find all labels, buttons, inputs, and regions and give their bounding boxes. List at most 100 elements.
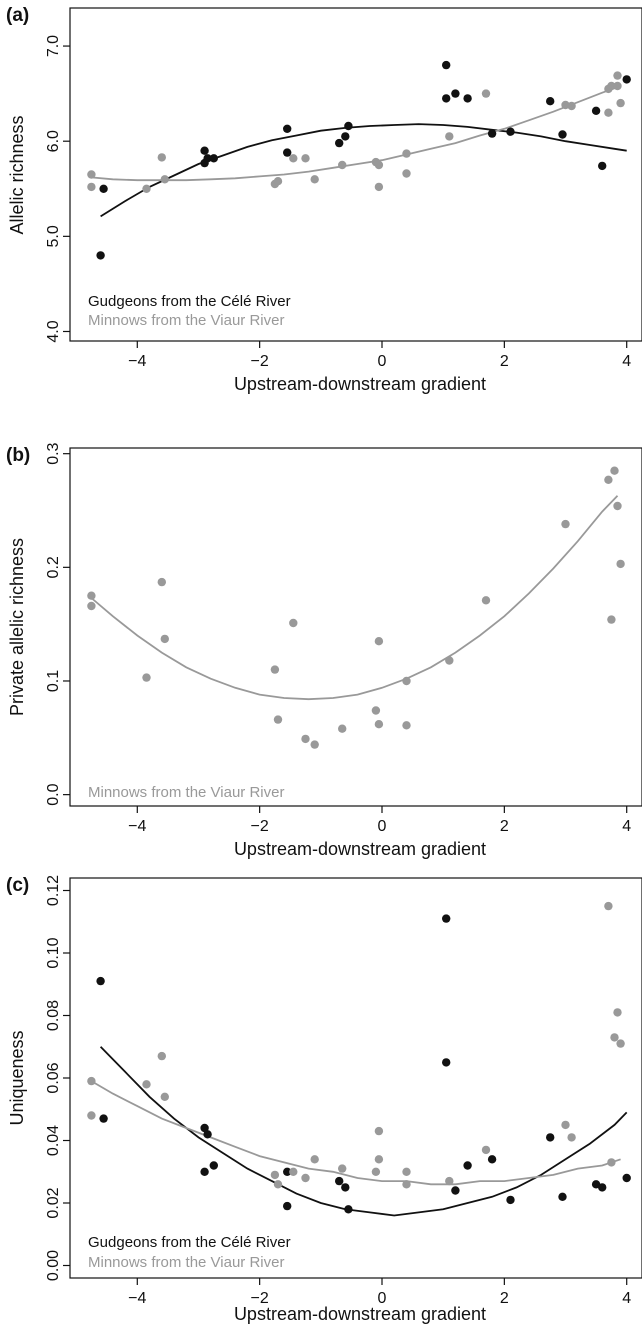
data-point-b-0-11 (371, 706, 381, 715)
y-axis-a: 4.0 5.0 6.0 7.0 (45, 35, 70, 343)
data-point-c-1-17 (481, 1145, 491, 1155)
y-tick-label-c-6: 0.12 (45, 875, 62, 906)
plot-frame-c (69, 877, 642, 1279)
panel-c: (c) −4 −2 0 2 4 0.00 0.02 0.04 0.06 0.08 0.10 0.12… (6, 875, 642, 1324)
data-point-c-0-10 (344, 1205, 353, 1214)
panel-label-c: (c) (6, 875, 29, 896)
x-axis-b: −4 −2 0 2 4 (128, 806, 631, 835)
x-tick-label-b-0: −4 (128, 818, 146, 835)
data-point-c-0-12 (442, 1058, 451, 1067)
y-tick-label-c-3: 0.06 (45, 1062, 62, 1093)
fit-line-a-0 (100, 123, 627, 218)
data-point-c-0-7 (283, 1201, 292, 1211)
data-point-c-0-9 (341, 1183, 350, 1192)
data-point-a-0-8 (335, 138, 344, 148)
data-point-a-1-4 (160, 175, 169, 184)
data-point-b-0-2 (142, 673, 151, 682)
data-point-a-1-16 (445, 132, 454, 141)
data-point-a-0-17 (546, 97, 555, 106)
data-point-c-1-21 (607, 1158, 616, 1167)
legend-minnows-b: Minnows from the Viaur River (88, 784, 284, 801)
data-point-b-0-21 (610, 466, 619, 475)
data-point-c-0-11 (442, 914, 451, 923)
x-tick-label-a-2: 0 (378, 353, 387, 370)
data-point-a-1-15 (402, 169, 411, 178)
data-point-b-0-8 (301, 734, 310, 744)
data-point-b-0-9 (310, 740, 319, 749)
data-point-b-0-0 (87, 591, 96, 600)
data-point-b-0-15 (402, 721, 411, 730)
data-point-c-1-20 (604, 901, 613, 911)
data-point-a-1-23 (613, 81, 622, 91)
data-point-c-1-19 (567, 1133, 576, 1142)
plot-frame-a (69, 7, 642, 342)
fit-lines-b (90, 495, 619, 701)
data-point-a-1-12 (374, 160, 384, 170)
panel-b: (b) −4 −2 0 2 4 0.0 0.1 0.2 0.3 Upstream-downst… (6, 442, 642, 859)
data-point-a-0-9 (341, 132, 350, 141)
y-tick-label-c-1: 0.02 (45, 1187, 62, 1218)
legend-minnows-a: Minnows from the Viaur River (88, 312, 284, 329)
data-point-a-0-0 (96, 251, 105, 260)
data-point-b-0-13 (374, 637, 384, 646)
data-point-c-0-1 (99, 1114, 108, 1123)
data-point-c-1-4 (160, 1092, 169, 1102)
data-point-b-0-10 (338, 724, 347, 733)
y-axis-title-a: Allelic richness (7, 115, 27, 234)
data-point-c-1-10 (338, 1164, 347, 1173)
x-tick-label-c-3: 2 (500, 1290, 509, 1307)
y-axis-b: 0.0 0.1 0.2 0.3 (45, 442, 70, 806)
data-point-c-0-8 (335, 1176, 344, 1186)
x-axis-title-a: Upstream-downstream gradient (234, 374, 486, 394)
data-point-c-0-21 (622, 1173, 631, 1183)
data-point-c-1-14 (402, 1167, 411, 1177)
data-point-a-1-3 (157, 153, 166, 162)
data-point-c-1-18 (561, 1120, 570, 1130)
x-tick-label-a-0: −4 (128, 353, 146, 370)
data-point-b-0-16 (445, 656, 454, 665)
x-axis-c: −4 −2 0 2 4 (128, 1278, 631, 1307)
data-point-b-0-4 (160, 634, 169, 644)
data-point-b-0-6 (273, 715, 283, 724)
data-point-a-0-5 (209, 154, 218, 163)
data-point-c-1-0 (87, 1076, 96, 1086)
fit-lines-a (91, 85, 627, 218)
data-point-a-0-7 (283, 148, 292, 157)
data-point-a-1-14 (402, 149, 411, 158)
data-point-b-0-1 (87, 601, 96, 611)
data-point-a-0-13 (451, 89, 460, 98)
data-point-a-0-1 (99, 184, 108, 193)
data-point-c-0-14 (463, 1161, 472, 1170)
panel-label-a: (a) (6, 5, 29, 26)
x-tick-label-c-0: −4 (128, 1290, 146, 1307)
fit-line-c-0 (99, 1046, 628, 1217)
data-point-a-1-10 (338, 160, 347, 170)
data-point-c-1-9 (310, 1155, 319, 1164)
data-point-c-1-23 (613, 1008, 622, 1017)
data-point-a-0-19 (591, 106, 601, 116)
points-c (87, 901, 631, 1214)
legend-gudgeons-c: Gudgeons from the Célé River (88, 1234, 291, 1251)
data-point-a-1-25 (616, 98, 625, 108)
plot-frame-b (69, 447, 642, 807)
data-point-a-1-24 (604, 108, 613, 117)
data-point-b-0-22 (613, 501, 622, 511)
data-point-a-0-20 (598, 161, 607, 171)
data-point-b-0-3 (157, 577, 166, 587)
y-axis-c: 0.00 0.02 0.04 0.06 0.08 0.10 0.12 (45, 875, 70, 1281)
fit-lines-c (90, 1046, 628, 1217)
y-axis-title-b: Private allelic richness (7, 538, 27, 716)
data-point-c-1-7 (289, 1167, 298, 1177)
x-tick-label-a-3: 2 (500, 353, 509, 370)
data-point-b-0-17 (481, 596, 491, 605)
data-point-a-1-9 (310, 175, 319, 184)
data-point-c-0-2 (200, 1123, 209, 1133)
data-point-a-0-14 (463, 94, 472, 103)
data-point-a-1-13 (374, 182, 384, 192)
data-point-a-1-1 (87, 182, 96, 192)
data-point-b-0-20 (607, 615, 616, 624)
data-point-c-0-15 (487, 1155, 497, 1164)
data-point-a-0-6 (283, 124, 292, 133)
legend-gudgeons-a: Gudgeons from the Célé River (88, 293, 291, 310)
